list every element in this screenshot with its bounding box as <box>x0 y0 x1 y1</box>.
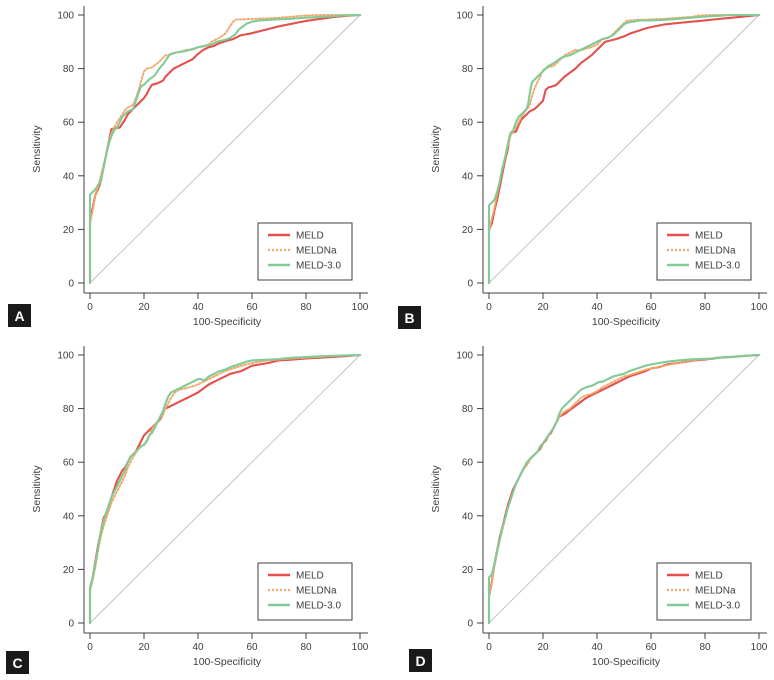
roc-curve-meld-3-0 <box>487 353 761 625</box>
x-tick-label: 20 <box>138 642 150 653</box>
x-tick-label: 80 <box>300 302 312 313</box>
roc-curve-meld-3-0 <box>88 353 362 625</box>
legend-label: MELD-3.0 <box>296 261 341 272</box>
legend-box <box>656 562 752 621</box>
y-tick-label: 40 <box>462 511 474 522</box>
y-tick-label: 100 <box>57 11 74 22</box>
roc-panel-b: 0 20 40 60 80 100 0 20 40 60 80 100 100-Specificity S… <box>387 0 774 340</box>
roc-plot-a: 0 20 40 60 80 100 0 20 40 60 80 100 100-Specificity S… <box>0 0 387 340</box>
legend-label: MELDNa <box>296 586 337 597</box>
legend-label: MELDNa <box>296 246 337 257</box>
panel-label-a: A <box>8 304 31 327</box>
roc-panel-c: 0 20 40 60 80 100 0 20 40 60 80 100 100-Specificity S… <box>0 340 387 680</box>
y-tick-label: 20 <box>63 225 75 236</box>
y-axis-title: Sensitivity <box>430 465 442 513</box>
diagonal-reference-line <box>488 354 760 624</box>
diagonal-reference-line <box>488 14 760 284</box>
x-tick-label: 100 <box>352 642 369 653</box>
x-tick-label: 40 <box>192 302 204 313</box>
y-tick-label: 60 <box>462 458 474 469</box>
legend-label: MELD-3.0 <box>296 601 341 612</box>
y-axis-title: Sensitivity <box>31 465 43 513</box>
y-tick-label: 0 <box>467 619 473 630</box>
legend-label: MELD <box>695 231 723 242</box>
diagonal-reference-line <box>89 14 361 284</box>
y-tick-label: 80 <box>462 404 474 415</box>
roc-chart-d: 0 20 40 60 80 100 0 20 40 60 80 100 100-Specificity S… <box>430 346 768 668</box>
x-tick-label: 80 <box>699 642 711 653</box>
x-tick-label: 100 <box>352 302 369 313</box>
roc-chart-a: 0 20 40 60 80 100 0 20 40 60 80 100 100-Specificity S… <box>31 6 369 328</box>
x-tick-label: 0 <box>87 642 93 653</box>
x-axis-title: 100-Specificity <box>193 656 262 668</box>
x-tick-label: 0 <box>486 642 492 653</box>
x-tick-label: 0 <box>87 302 93 313</box>
roc-chart-b: 0 20 40 60 80 100 0 20 40 60 80 100 100-Specificity S… <box>430 6 768 328</box>
x-tick-label: 60 <box>246 642 258 653</box>
y-tick-label: 20 <box>63 565 75 576</box>
x-tick-label: 100 <box>751 302 768 313</box>
y-tick-label: 100 <box>57 351 74 362</box>
legend-label: MELD <box>296 571 324 582</box>
legend-label: MELD-3.0 <box>695 601 740 612</box>
y-tick-label: 40 <box>462 171 474 182</box>
roc-curve-meld-3-0 <box>487 13 761 285</box>
legend-box <box>656 222 752 281</box>
x-tick-label: 40 <box>192 642 204 653</box>
panel-label-d: D <box>409 649 432 672</box>
x-tick-label: 20 <box>138 302 150 313</box>
legend-label: MELD <box>695 571 723 582</box>
legend-label: MELD-3.0 <box>695 261 740 272</box>
panel-label-b: B <box>398 306 421 329</box>
legend-box <box>257 562 353 621</box>
x-axis-title: 100-Specificity <box>193 316 262 328</box>
roc-plot-d: 0 20 40 60 80 100 0 20 40 60 80 100 100-Specificity S… <box>387 340 774 680</box>
y-tick-label: 0 <box>68 619 74 630</box>
x-axis-title: 100-Specificity <box>592 656 661 668</box>
x-tick-label: 40 <box>591 302 603 313</box>
x-tick-label: 20 <box>537 642 549 653</box>
x-tick-label: 60 <box>246 302 258 313</box>
roc-chart-c: 0 20 40 60 80 100 0 20 40 60 80 100 100-Specificity S… <box>31 346 369 668</box>
y-tick-label: 40 <box>63 511 75 522</box>
roc-panel-d: 0 20 40 60 80 100 0 20 40 60 80 100 100-Specificity S… <box>387 340 774 680</box>
roc-panel-a: 0 20 40 60 80 100 0 20 40 60 80 100 100-Specificity S… <box>0 0 387 340</box>
panel-label-c: C <box>6 651 29 674</box>
x-tick-label: 80 <box>699 302 711 313</box>
legend-label: MELD <box>296 231 324 242</box>
x-tick-label: 0 <box>486 302 492 313</box>
roc-curve-meld-3-0 <box>88 13 362 285</box>
x-tick-label: 80 <box>300 642 312 653</box>
y-tick-label: 100 <box>456 11 473 22</box>
legend-label: MELDNa <box>695 586 736 597</box>
roc-plot-c: 0 20 40 60 80 100 0 20 40 60 80 100 100-Specificity S… <box>0 340 387 680</box>
y-tick-label: 100 <box>456 351 473 362</box>
legend-box <box>257 222 353 281</box>
diagonal-reference-line <box>89 354 361 624</box>
x-axis-title: 100-Specificity <box>592 316 661 328</box>
x-tick-label: 20 <box>537 302 549 313</box>
y-axis-title: Sensitivity <box>31 125 43 173</box>
y-tick-label: 80 <box>462 64 474 75</box>
x-tick-label: 40 <box>591 642 603 653</box>
legend-label: MELDNa <box>695 246 736 257</box>
y-tick-label: 20 <box>462 565 474 576</box>
y-tick-label: 80 <box>63 404 75 415</box>
y-tick-label: 60 <box>63 458 75 469</box>
y-tick-label: 60 <box>63 118 75 129</box>
y-axis-title: Sensitivity <box>430 125 442 173</box>
y-tick-label: 40 <box>63 171 75 182</box>
x-tick-label: 60 <box>645 642 657 653</box>
x-tick-label: 100 <box>751 642 768 653</box>
y-tick-label: 0 <box>467 279 473 290</box>
y-tick-label: 60 <box>462 118 474 129</box>
y-tick-label: 80 <box>63 64 75 75</box>
roc-plot-b: 0 20 40 60 80 100 0 20 40 60 80 100 100-Specificity S… <box>387 0 774 340</box>
y-tick-label: 20 <box>462 225 474 236</box>
y-tick-label: 0 <box>68 279 74 290</box>
x-tick-label: 60 <box>645 302 657 313</box>
